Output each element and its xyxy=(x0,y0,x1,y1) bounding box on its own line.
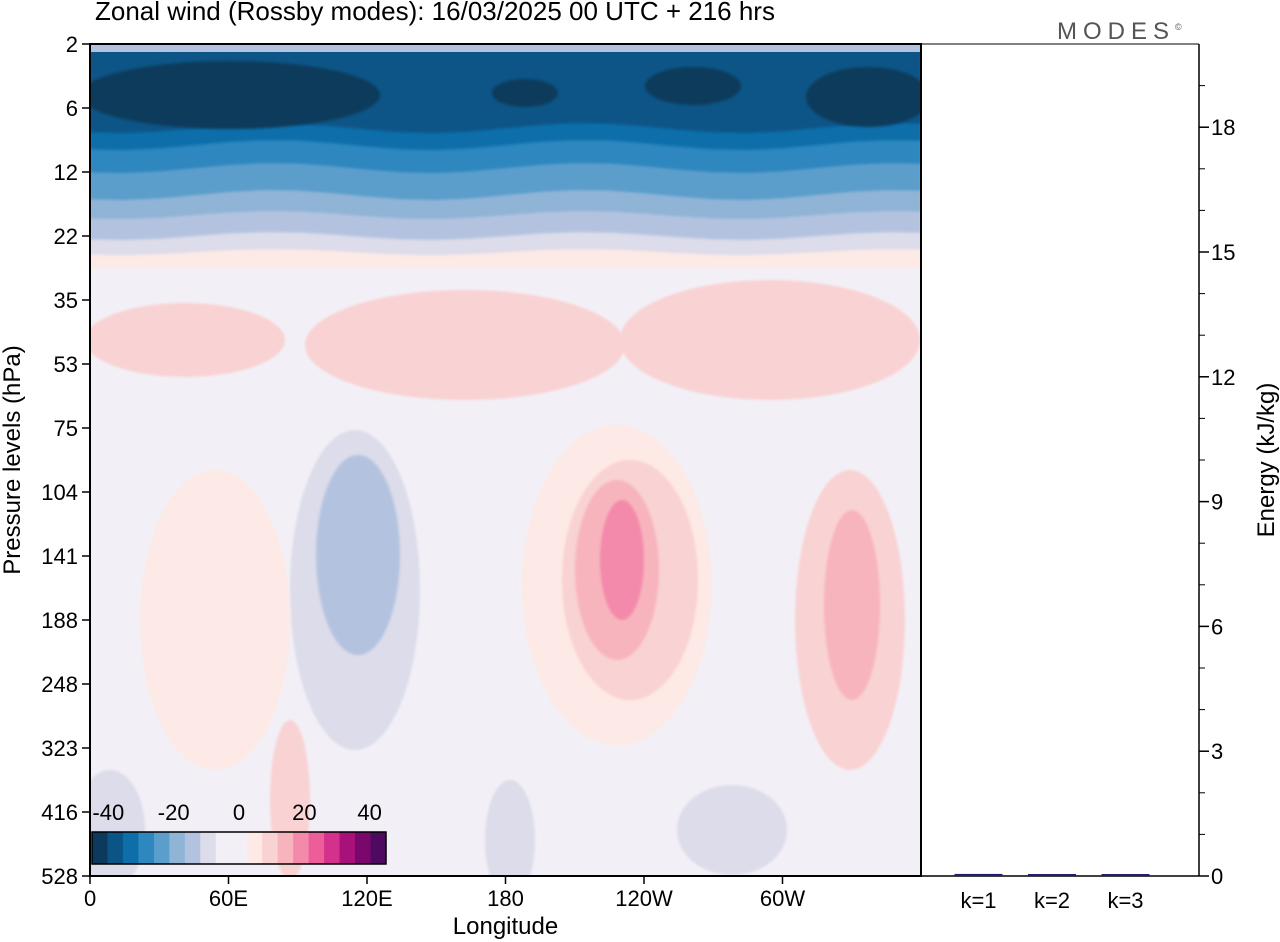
colorbar-tick-label: 20 xyxy=(292,800,316,825)
positive-region-west xyxy=(90,303,285,377)
x-tick-label: 180 xyxy=(487,886,524,911)
core-jet-west xyxy=(90,61,380,129)
y-tick-label: 6 xyxy=(66,96,78,121)
energy-tick-label: 0 xyxy=(1211,864,1223,889)
y-tick-label: 104 xyxy=(41,480,78,505)
colorbar-swatch xyxy=(370,832,387,864)
colorbar-swatch xyxy=(324,832,341,864)
y-tick-label: 528 xyxy=(41,864,78,889)
core-jet-center xyxy=(492,79,558,107)
x-tick-label: 0 xyxy=(84,886,96,911)
x-tick-label: 60E xyxy=(209,886,248,911)
positive-region-center xyxy=(305,290,625,400)
colorbar-swatch xyxy=(277,832,294,864)
energy-tick-label: 18 xyxy=(1211,115,1235,140)
energy-category-label: k=3 xyxy=(1107,888,1143,913)
core-jet-east xyxy=(645,67,741,105)
y-tick-label: 248 xyxy=(41,672,78,697)
energy-tick-label: 9 xyxy=(1211,490,1223,515)
negative-region-surface-c xyxy=(90,770,145,876)
y-tick-label: 323 xyxy=(41,736,78,761)
energy-bar xyxy=(1028,874,1076,876)
negative-core-tropopause xyxy=(316,455,400,655)
contour-map xyxy=(90,44,921,876)
colorbar-swatch xyxy=(231,832,248,864)
y-tick-label: 2 xyxy=(66,32,78,57)
colorbar: -40 -20 0 20 40 xyxy=(91,800,387,865)
y-tick-label: 75 xyxy=(54,416,78,441)
energy-bar xyxy=(1101,874,1150,876)
negative-region-surface-a xyxy=(485,780,535,876)
y-axis-label: Pressure levels (hPa) xyxy=(0,345,26,574)
colorbar-swatch xyxy=(215,832,232,864)
x-tick-label: 60W xyxy=(760,886,805,911)
positive-region-west-lower xyxy=(140,470,290,770)
y-tick-label: 22 xyxy=(54,224,78,249)
positive-core-jet xyxy=(600,500,644,620)
y-tick-label: 35 xyxy=(54,288,78,313)
modes-logo: MODES© xyxy=(1057,18,1182,45)
colorbar-swatch xyxy=(184,832,201,864)
colorbar-tick-label: 40 xyxy=(357,800,381,825)
energy-bar-chart: 0 3 6 9 12 15 18 Energy (kJ/kg) k=1 k=2 k=3 xyxy=(921,43,1280,913)
x-tick-label: 120W xyxy=(615,886,673,911)
colorbar-tick-label: -40 xyxy=(92,800,124,825)
colorbar-swatch xyxy=(293,832,310,864)
y-tick-label: 188 xyxy=(41,608,78,633)
y-tick-label: 53 xyxy=(54,352,78,377)
colorbar-tick-label: -20 xyxy=(158,800,190,825)
energy-category-label: k=2 xyxy=(1034,888,1070,913)
negative-region-surface-b xyxy=(677,785,787,875)
x-axis-label: Longitude xyxy=(453,913,558,940)
energy-tick-label: 12 xyxy=(1211,365,1235,390)
colorbar-swatch xyxy=(92,832,108,864)
colorbar-swatch xyxy=(200,832,217,864)
colorbar-swatch xyxy=(308,832,325,864)
colorbar-swatch xyxy=(169,832,186,864)
positive-core-east xyxy=(824,510,880,700)
colorbar-swatch xyxy=(107,832,124,864)
colorbar-frame xyxy=(91,831,387,865)
colorbar-swatch xyxy=(246,832,263,864)
energy-tick-label: 15 xyxy=(1211,240,1235,265)
positive-region-east xyxy=(620,280,920,400)
colorbar-swatch xyxy=(262,832,279,864)
colorbar-swatch xyxy=(138,832,155,864)
top-layer xyxy=(90,44,921,52)
energy-category-label: k=1 xyxy=(960,888,996,913)
energy-tick-label: 6 xyxy=(1211,614,1223,639)
energy-axis-label: Energy (kJ/kg) xyxy=(1253,383,1280,538)
energy-bar xyxy=(954,873,1003,876)
y-tick-label: 416 xyxy=(41,800,78,825)
colorbar-swatch xyxy=(153,832,170,864)
colorbar-swatch xyxy=(339,832,356,864)
y-tick-label: 141 xyxy=(41,544,78,569)
core-jet-far-east xyxy=(806,67,921,127)
y-tick-label: 12 xyxy=(54,160,78,185)
x-tick-label: 120E xyxy=(341,886,392,911)
energy-tick-label: 3 xyxy=(1211,739,1223,764)
colorbar-swatch xyxy=(355,832,372,864)
colorbar-tick-label: 0 xyxy=(233,800,245,825)
chart-title: Zonal wind (Rossby modes): 16/03/2025 00… xyxy=(95,0,775,26)
colorbar-swatch xyxy=(122,832,139,864)
